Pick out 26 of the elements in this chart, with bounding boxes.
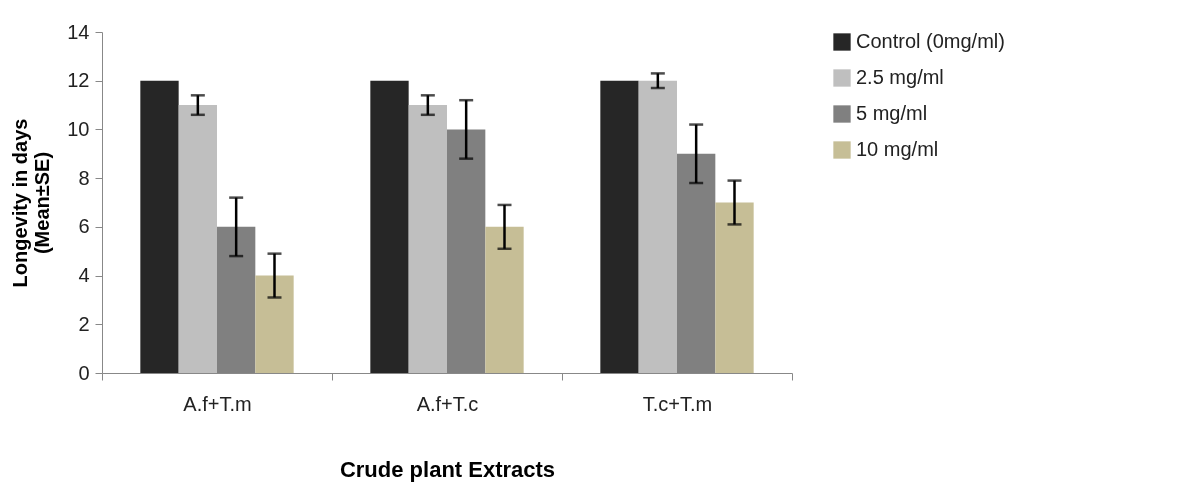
y-tick-label: 10 bbox=[67, 117, 90, 140]
legend-label: 2.5 mg/ml bbox=[856, 66, 944, 88]
y-tick-label: 12 bbox=[67, 69, 90, 92]
bar bbox=[178, 105, 217, 373]
y-axis-title: Longevity in days (Mean±SE) bbox=[9, 118, 54, 288]
bar bbox=[140, 80, 179, 373]
y-tick-label: 0 bbox=[78, 361, 90, 384]
x-tick-label: A.f+T.c bbox=[416, 392, 479, 415]
y-tick-label: 2 bbox=[78, 312, 90, 335]
legend-label: 5 mg/ml bbox=[856, 102, 928, 124]
bar bbox=[600, 80, 639, 373]
bar bbox=[715, 202, 754, 373]
y-tick-label: 14 bbox=[67, 20, 90, 43]
bar bbox=[485, 226, 524, 373]
legend-label: 10 mg/ml bbox=[856, 138, 939, 160]
bar bbox=[255, 275, 294, 373]
x-tick-label: A.f+T.m bbox=[183, 392, 252, 415]
bar bbox=[408, 105, 447, 373]
bar bbox=[370, 80, 409, 373]
y-tick-label: 6 bbox=[78, 215, 90, 238]
y-tick-label: 8 bbox=[78, 166, 90, 189]
y-tick-label: 4 bbox=[78, 264, 90, 287]
legend-label: Control (0mg/ml) bbox=[856, 30, 1005, 52]
x-axis-title: Crude plant Extracts bbox=[339, 456, 556, 482]
bar bbox=[638, 80, 677, 373]
x-tick-label: T.c+T.m bbox=[642, 392, 713, 415]
